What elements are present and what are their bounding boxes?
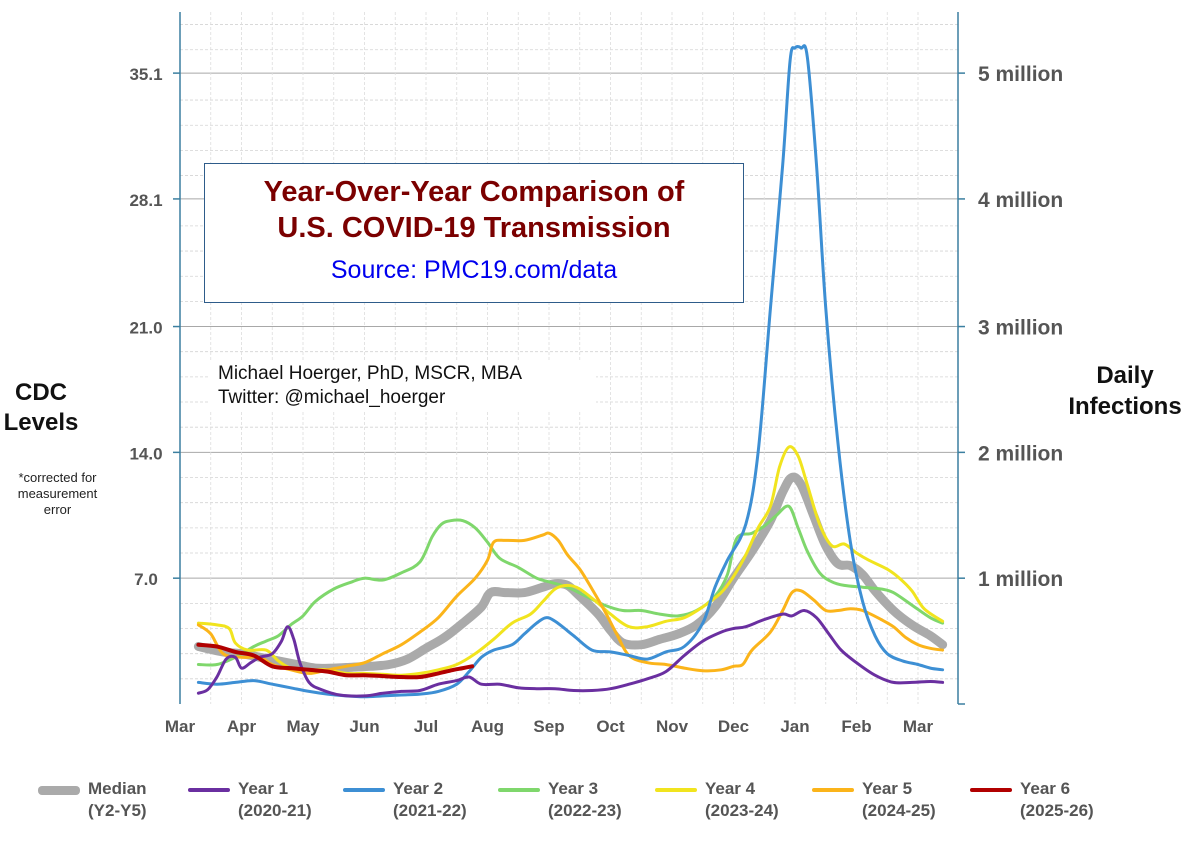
left-tick-label: 21.0 xyxy=(129,319,162,338)
legend-swatch xyxy=(38,786,80,795)
legend-period: (2021-22) xyxy=(393,801,467,820)
x-tick-label: Apr xyxy=(227,717,257,736)
x-tick-labels: Mar Apr May Jun Jul Aug Sep Oct Nov Dec Jan Feb Mar xyxy=(165,717,934,736)
series-line-year-1 xyxy=(196,609,945,698)
x-tick-label: Mar xyxy=(903,717,934,736)
series-line-year-3 xyxy=(196,504,945,667)
left-tick-label: 7.0 xyxy=(134,570,158,589)
legend-swatch xyxy=(188,788,230,792)
left-axis-note: *corrected for measurement error xyxy=(0,470,115,518)
legend: Median (Y2-Y5) Year 1 (2020-21) Year 2 (2021-… xyxy=(0,778,1200,838)
legend-name: Year 6 xyxy=(1020,779,1071,798)
left-axis-note-line1: *corrected for xyxy=(18,470,97,485)
x-tick-label: May xyxy=(286,717,320,736)
left-axis-title-line1: CDC xyxy=(15,379,67,406)
x-tick-label: Dec xyxy=(718,717,749,736)
legend-name: Median xyxy=(88,779,147,798)
right-tick-label: 2 million xyxy=(978,442,1063,465)
legend-label: Year 5 (2024-25) xyxy=(862,778,936,822)
series-line-median xyxy=(193,472,948,673)
x-tick-label: Jan xyxy=(780,717,809,736)
left-axis-title-line2: Levels xyxy=(3,409,79,436)
right-axis-title-line2: Infections xyxy=(1068,393,1182,420)
x-tick-label: Sep xyxy=(533,717,564,736)
left-axis-note-line2: measurement xyxy=(17,486,98,501)
right-tick-label: 1 million xyxy=(978,568,1063,591)
legend-name: Year 3 xyxy=(548,779,599,798)
left-tick-label: 35.1 xyxy=(129,65,162,84)
left-axis-title: CDC Levels xyxy=(0,378,82,438)
right-tick-label: 4 million xyxy=(978,189,1063,212)
chart-title-line1: Year-Over-Year Comparison of xyxy=(263,176,685,208)
legend-name: Year 4 xyxy=(705,779,756,798)
legend-period: (2022-23) xyxy=(548,801,622,820)
x-tick-label: Jul xyxy=(414,717,439,736)
author-name: Michael Hoerger, PhD, MSCR, MBA xyxy=(218,363,523,384)
x-tick-label: Jun xyxy=(349,717,379,736)
legend-period: (Y2-Y5) xyxy=(88,801,147,820)
right-tick-label: 5 million xyxy=(978,63,1063,86)
right-y-tick-labels: 1 million 2 million 3 million 4 million 5 mi… xyxy=(958,63,1063,705)
legend-swatch xyxy=(343,788,385,792)
x-tick-label: Nov xyxy=(656,717,689,736)
chart-title-box: Year-Over-Year Comparison of U.S. COVID-… xyxy=(204,163,744,303)
author-twitter: Twitter: @michael_hoerger xyxy=(218,387,446,408)
x-tick-label: Oct xyxy=(596,717,625,736)
legend-swatch xyxy=(812,788,854,792)
right-axis-title-line1: Daily xyxy=(1096,362,1154,389)
legend-label: Median (Y2-Y5) xyxy=(88,778,147,822)
series-line-year-5 xyxy=(196,531,945,675)
left-tick-label: 28.1 xyxy=(129,191,162,210)
minor-gridlines xyxy=(180,24,958,680)
legend-swatch xyxy=(970,788,1012,792)
vertical-gridlines xyxy=(210,12,919,704)
legend-swatch xyxy=(498,788,540,792)
legend-name: Year 2 xyxy=(393,779,444,798)
legend-swatch xyxy=(655,788,697,792)
legend-label: Year 2 (2021-22) xyxy=(393,778,467,822)
right-tick-label: 3 million xyxy=(978,317,1063,340)
legend-label: Year 6 (2025-26) xyxy=(1020,778,1094,822)
x-tick-label: Feb xyxy=(841,717,871,736)
legend-period: (2020-21) xyxy=(238,801,312,820)
author-credit: Michael Hoerger, PhD, MSCR, MBA Twitter:… xyxy=(210,360,596,412)
right-axis-title: Daily Infections xyxy=(1050,360,1200,422)
x-tick-label: Mar xyxy=(165,717,196,736)
legend-label: Year 1 (2020-21) xyxy=(238,778,312,822)
left-y-tick-labels: 7.0 14.0 21.0 28.1 35.1 xyxy=(129,65,180,589)
left-tick-label: 14.0 xyxy=(129,444,162,463)
chart-title-line2: U.S. COVID-19 Transmission xyxy=(277,212,671,244)
series-lines xyxy=(193,44,948,699)
legend-label: Year 3 (2022-23) xyxy=(548,778,622,822)
legend-period: (2025-26) xyxy=(1020,801,1094,820)
legend-name: Year 1 xyxy=(238,779,289,798)
legend-period: (2023-24) xyxy=(705,801,779,820)
chart-source: Source: PMC19.com/data xyxy=(330,256,618,284)
legend-period: (2024-25) xyxy=(862,801,936,820)
legend-label: Year 4 (2023-24) xyxy=(705,778,779,822)
series-line-year-6 xyxy=(196,642,475,680)
left-axis-note-line3: error xyxy=(43,502,72,517)
legend-name: Year 5 xyxy=(862,779,913,798)
x-tick-label: Aug xyxy=(471,717,504,736)
